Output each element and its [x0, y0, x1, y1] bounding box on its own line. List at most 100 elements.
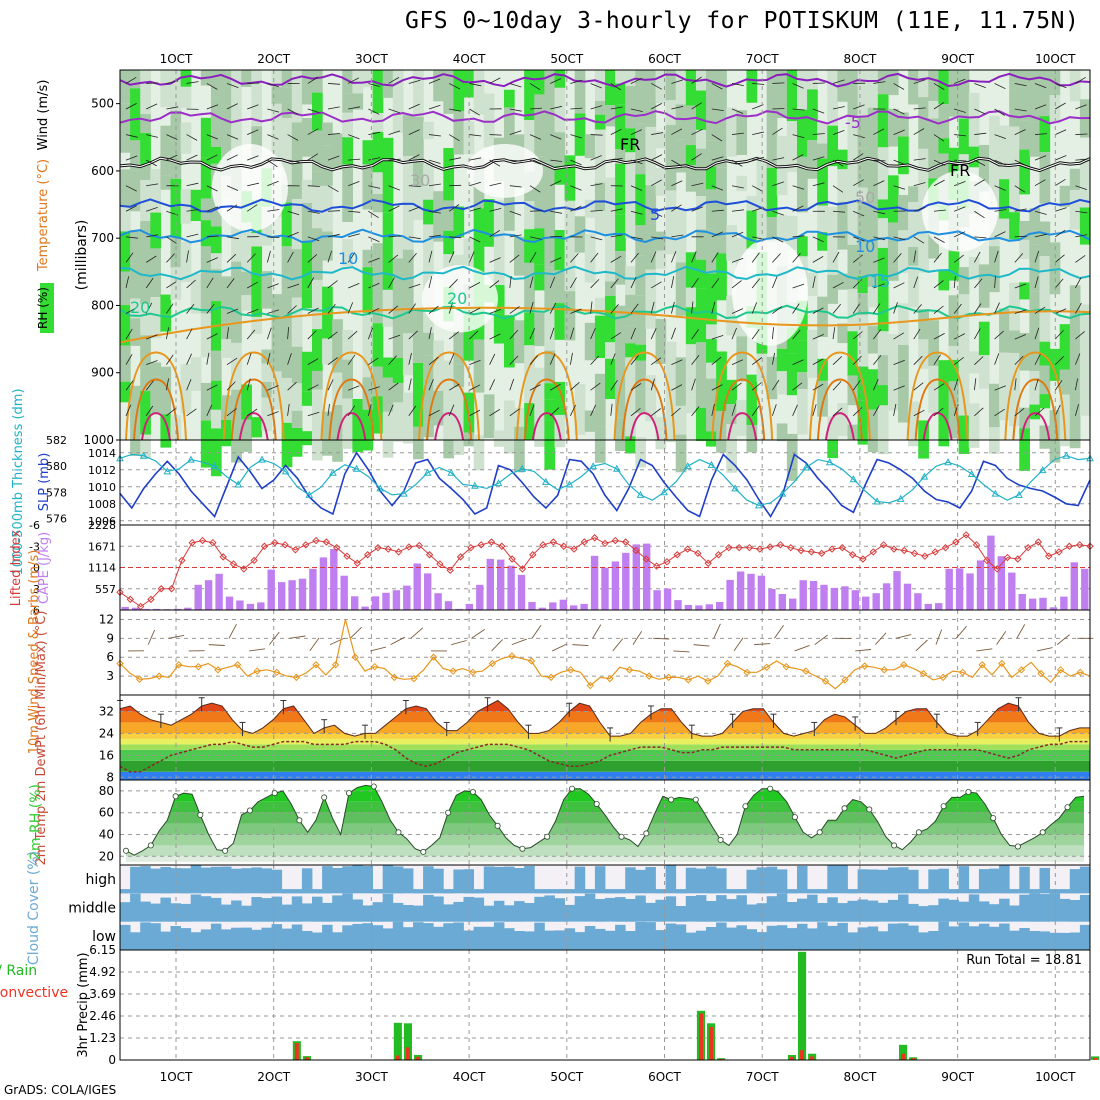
wind-barb: [1034, 133, 1048, 135]
rh-cell: [584, 134, 596, 159]
wind-barb: [428, 276, 433, 289]
wind-barb: [873, 379, 879, 391]
thickness-point: [210, 462, 219, 470]
wind-barb: [509, 210, 522, 216]
wind-speed-point: [900, 661, 908, 669]
wind-barb: [469, 134, 482, 137]
cloud-cell: [574, 896, 586, 922]
wind-barb: [247, 182, 259, 187]
rh-cell: [150, 362, 162, 377]
rh-cell: [120, 231, 131, 272]
cloud-cell: [685, 896, 697, 922]
rh-cell: [483, 394, 495, 438]
thickness-point: [187, 455, 195, 463]
lifted-index-point: [1045, 552, 1053, 560]
wind-barb: [1075, 158, 1088, 161]
rh-cell: [140, 70, 151, 115]
lifted-index-point: [725, 543, 733, 552]
rh-cell: [120, 121, 131, 153]
wind-barb: [792, 185, 805, 190]
wind-speed-point: [390, 673, 399, 682]
rh-cell: [706, 166, 717, 190]
cloud-cell: [210, 866, 222, 894]
rh-cell: [564, 200, 576, 246]
rh-cell: [726, 379, 737, 405]
wind-barb: [469, 181, 482, 187]
cloud-cell: [332, 895, 343, 922]
cloud-cell: [1059, 898, 1071, 922]
wind-barb: [368, 282, 380, 289]
rh-cell: [716, 201, 727, 254]
cloud-cell: [170, 868, 181, 894]
cloud-cell: [423, 894, 434, 922]
rh-cell: [271, 123, 283, 142]
cape-bar: [298, 578, 307, 610]
wind-barb: [529, 236, 542, 240]
warm-isotherm: [727, 412, 758, 441]
wind-speed-point: [782, 662, 790, 671]
wind-barb: [509, 234, 522, 238]
cloud-row-label: low: [92, 929, 116, 945]
wind-barb: [1014, 185, 1026, 193]
rh-cell: [160, 125, 172, 176]
wind-barb: [287, 283, 300, 289]
cloud-cell: [837, 922, 848, 950]
wind-barb: [954, 333, 965, 340]
rh-cell: [423, 355, 434, 385]
rh-cell: [251, 126, 263, 163]
rh-cell: [1069, 168, 1081, 190]
cloud-cell: [281, 904, 293, 922]
rh-cell: [635, 174, 647, 226]
rh-cell: [1069, 412, 1081, 434]
wind-barb: [913, 128, 925, 135]
thickness-point: [754, 501, 763, 509]
wind-barb: [226, 308, 239, 314]
rh-cell: [342, 93, 353, 113]
cloud-cell: [281, 889, 293, 894]
wind-barb: [509, 408, 520, 417]
thickness-point: [825, 458, 834, 466]
cloud-cell: [332, 868, 343, 894]
wind-barb: [933, 383, 945, 391]
wind-barb: [731, 108, 744, 114]
cape-bar: [382, 592, 390, 610]
wind-barb: [893, 83, 905, 90]
wind-barb-10m: [632, 630, 643, 645]
wind-barb: [408, 283, 421, 289]
rh-cell: [301, 289, 313, 309]
wind-barb: [428, 104, 441, 110]
wind-barb: [469, 307, 481, 314]
rh-cell: [362, 249, 374, 268]
rh-cell: [978, 355, 990, 389]
wind-barb-10m: [673, 650, 690, 653]
wind-barb: [731, 359, 744, 366]
cloud-cell: [999, 865, 1010, 894]
x-tick-label-top: 6OCT: [648, 52, 681, 66]
rh-cell: [817, 296, 828, 338]
wind-barb: [307, 153, 319, 161]
rh-cell: [473, 70, 485, 115]
x-tick-label-bottom: 10OCT: [1035, 1070, 1076, 1084]
cloud-cell: [655, 930, 666, 950]
wind-barb: [832, 356, 842, 365]
lifted-index-point: [931, 548, 939, 556]
rh-tick-label: 40: [99, 827, 114, 841]
cape-bar: [924, 603, 932, 610]
wind-barb: [933, 134, 945, 142]
x-tick-label-bottom: 1OCT: [160, 1070, 193, 1084]
wind-barb: [994, 134, 1007, 139]
slp-tick-label: 1014: [88, 447, 116, 460]
wind-barb: [812, 276, 816, 289]
wind-barb: [650, 251, 657, 263]
wind-barb-10m: [370, 646, 387, 652]
wind-barb: [812, 256, 824, 263]
wind-barb: [246, 204, 258, 212]
wind-barb: [368, 157, 381, 161]
rh-cell: [392, 115, 404, 133]
rh-cell: [231, 424, 242, 463]
rh-cell: [675, 104, 687, 140]
rh-cell: [524, 229, 535, 263]
rh-cell: [493, 235, 505, 286]
cloud-cell: [443, 904, 454, 922]
wind-barb: [812, 307, 824, 314]
